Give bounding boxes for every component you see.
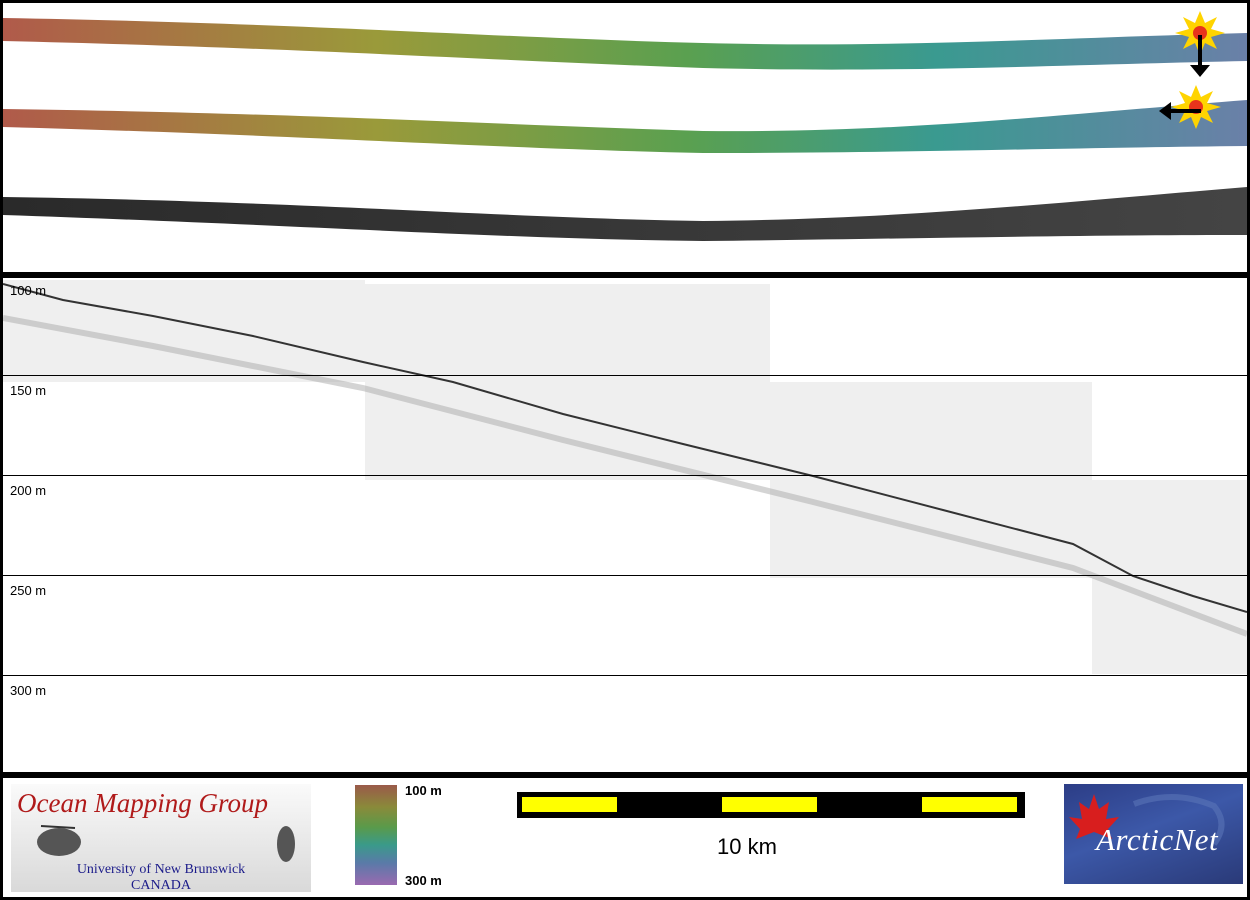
scale-bar-label: 10 km bbox=[717, 834, 777, 859]
profile-section-2 bbox=[365, 284, 770, 382]
scale-bar-segment bbox=[722, 797, 817, 812]
subbottom-profile-panel: 100 m 150 m 200 m 250 m 300 m bbox=[3, 278, 1247, 772]
legend-footer: Ocean Mapping Group University of New Br… bbox=[3, 778, 1247, 897]
swath-strips bbox=[3, 11, 1247, 241]
depth-label-250: 250 m bbox=[10, 583, 47, 598]
logo-subtitle-country: CANADA bbox=[131, 878, 191, 892]
arrow-down-icon bbox=[1190, 35, 1210, 77]
logo-subtitle-university: University of New Brunswick bbox=[76, 862, 246, 877]
profile-sections bbox=[3, 280, 1247, 674]
depth-gridline bbox=[3, 575, 1247, 576]
swath-panel bbox=[3, 3, 1247, 272]
scale-bar bbox=[517, 792, 1025, 818]
bathymetry-strip-2 bbox=[3, 100, 1247, 153]
maple-leaf-icon bbox=[1069, 794, 1225, 846]
backscatter-strip bbox=[3, 187, 1247, 241]
depth-label-100: 100 m bbox=[10, 283, 47, 298]
profile-section-4 bbox=[770, 480, 1247, 578]
arcticnet-wordmark: ArcticNet bbox=[1096, 822, 1219, 857]
ocean-mapping-group-logo: Ocean Mapping Group University of New Br… bbox=[11, 784, 311, 892]
arcticnet-logo: ArcticNet bbox=[1064, 784, 1243, 884]
starburst-marker-1 bbox=[1175, 11, 1225, 55]
bathymetry-strip-1 bbox=[3, 18, 1247, 70]
depth-gridline bbox=[3, 475, 1247, 476]
subbottom-echo bbox=[3, 315, 1247, 637]
depth-label-150: 150 m bbox=[10, 383, 47, 398]
scale-bar-segment bbox=[522, 797, 617, 812]
depth-colorbar bbox=[355, 785, 397, 885]
scale-bar-segment bbox=[922, 797, 1017, 812]
colorbar-top-label: 100 m bbox=[405, 783, 442, 798]
arrow-left-icon bbox=[1159, 102, 1201, 120]
depth-label-300: 300 m bbox=[10, 683, 47, 698]
depth-gridline bbox=[3, 675, 1247, 676]
depth-label-200: 200 m bbox=[10, 483, 47, 498]
logo-seafloor-graphic bbox=[37, 825, 295, 862]
seafloor-reflector bbox=[3, 283, 1247, 613]
colorbar-bottom-label: 300 m bbox=[405, 873, 442, 888]
depth-gridline bbox=[3, 375, 1247, 376]
profile-section-3 bbox=[365, 382, 1092, 480]
logo-title: Ocean Mapping Group bbox=[17, 788, 268, 818]
